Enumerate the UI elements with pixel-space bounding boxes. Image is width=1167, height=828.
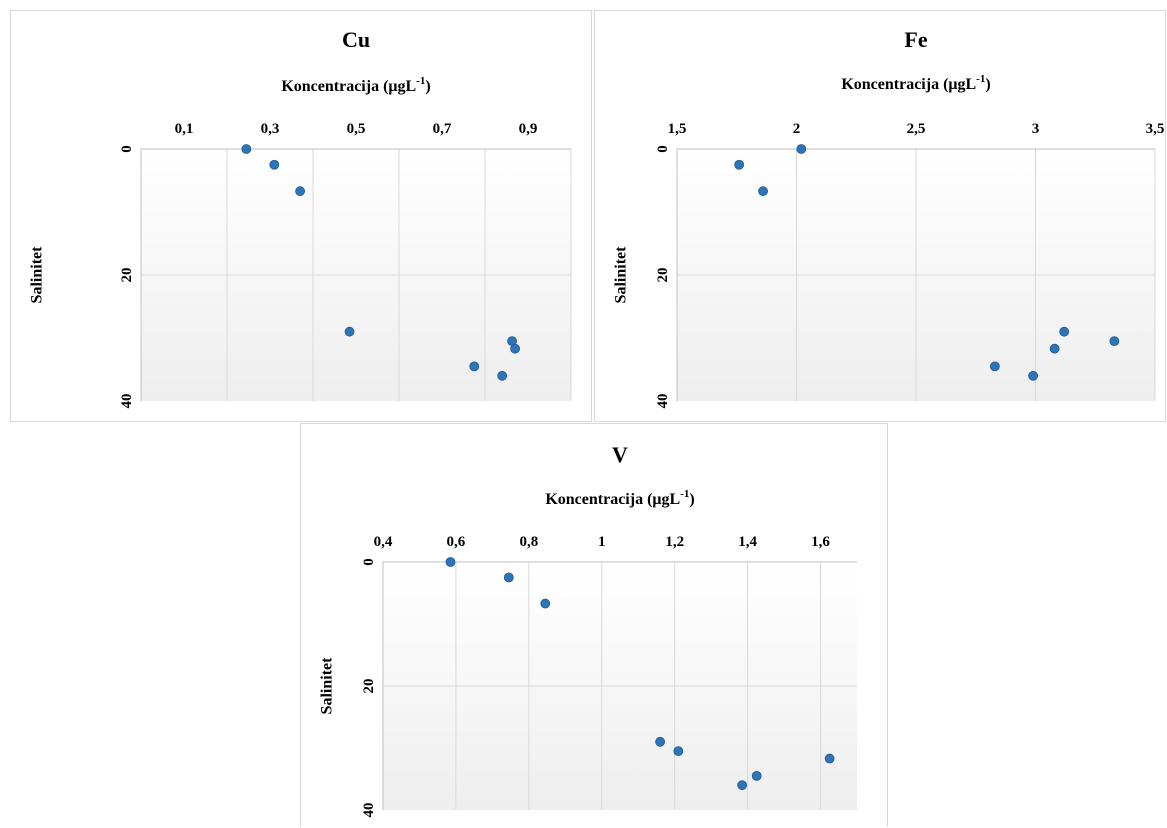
chart-title: Cu [342,27,370,52]
data-point [445,557,456,567]
x-tick-label: 0,7 [433,121,452,137]
x-axis-label: Koncentracija (μgL-1) [841,73,990,93]
x-tick-label: 1,6 [811,534,830,550]
x-tick-label: 0,8 [519,534,538,550]
x-tick-label: 0,4 [374,534,393,550]
x-tick-label: 0,3 [261,121,280,137]
chart-v-svg: V Koncentracija (μgL-1) 0,4 0,6 0,8 1 1,2 1,4 1,… [319,442,857,818]
chart-panel-fe: Fe Koncentracija (μgL-1) 1,5 2 2,5 3 3,5 0 20 40 S… [594,10,1166,422]
x-tick-label: 0,9 [519,121,538,137]
x-tick-label: 0,5 [347,121,366,137]
data-point [796,144,807,154]
data-point [758,186,768,197]
x-axis-label: Koncentracija (μgL-1) [545,488,694,508]
y-axis-label: Salinitet [319,657,336,715]
data-point [269,159,280,170]
x-tick-label: 2,5 [907,121,926,137]
x-tick-label: 1,2 [665,534,684,550]
x-tick-label: 1,4 [738,534,757,550]
chart-title: V [612,442,628,467]
data-point [295,186,306,197]
y-axis-label: Salinitet [29,246,46,304]
y-tick-label: 0 [655,145,671,153]
data-point [824,753,835,764]
data-point [344,326,355,337]
x-tick-label: 2 [793,121,801,137]
y-tick-label: 20 [119,268,135,283]
y-tick-label: 40 [655,394,671,409]
x-tick-label: 3,5 [1146,121,1165,137]
chart-panel-cu: Cu Koncentracija (μgL-1) 0,1 0,3 0,5 0,7 0,9 0 2… [10,10,592,422]
data-point [737,780,748,791]
y-tick-label: 40 [119,394,135,409]
x-tick-label: 0,1 [175,121,194,137]
x-tick-label: 1 [598,534,606,550]
x-axis-label: Koncentracija (μgL-1) [281,75,430,95]
chart-cu-svg: Cu Koncentracija (μgL-1) 0,1 0,3 0,5 0,7 0,9 0 2… [29,27,572,409]
data-point [655,736,666,747]
y-tick-label: 0 [119,145,135,153]
data-point [1028,370,1039,381]
data-point [497,370,508,381]
data-point [673,746,684,757]
chart-fe-svg: Fe Koncentracija (μgL-1) 1,5 2 2,5 3 3,5 0 20 40 S… [613,27,1165,409]
x-tick-label: 0,6 [447,534,466,550]
data-point [751,770,762,781]
data-point [1109,336,1120,347]
chart-title: Fe [904,27,927,52]
y-tick-label: 40 [361,803,377,818]
x-tick-label: 3 [1032,121,1040,137]
data-point [1059,326,1070,337]
x-tick-label: 1,5 [668,121,687,137]
data-point [734,159,745,170]
data-point [989,361,1000,372]
y-tick-label: 0 [361,558,377,566]
y-tick-label: 20 [655,268,671,283]
data-point [510,343,521,354]
data-point [1049,343,1060,354]
y-axis-label: Salinitet [613,246,630,304]
data-point [540,598,551,609]
chart-panel-v: V Koncentracija (μgL-1) 0,4 0,6 0,8 1 1,2 1,4 1,… [300,423,888,827]
y-tick-label: 20 [361,679,377,694]
data-point [503,572,514,583]
data-point [241,144,252,154]
data-point [469,361,480,372]
